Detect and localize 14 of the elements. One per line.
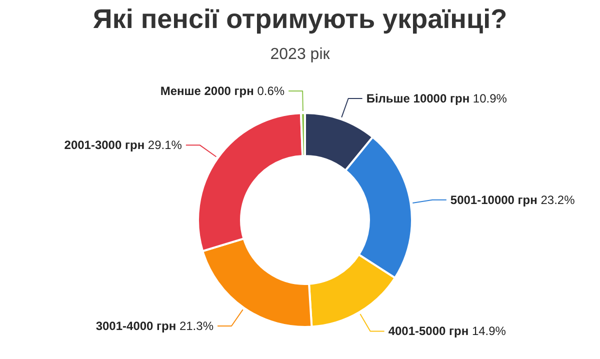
data-label: 10.9%: [470, 91, 508, 106]
slice-label: Більше 10000 грн: [366, 91, 470, 106]
slice-label: Менше 2000 грн: [160, 84, 254, 98]
data-label: 29.1%: [144, 138, 182, 152]
data-label: 23.2%: [537, 192, 576, 207]
chart-subtitle: 2023 рік: [269, 46, 331, 64]
chart-title: Які пенсії отримують українці?: [92, 4, 508, 35]
slice-label: 2001-3000 грн: [64, 138, 145, 152]
slice-label: 5001-10000 грн: [450, 192, 538, 207]
slice-label: 3001-4000 грн: [96, 319, 176, 334]
data-label: 21.3%: [176, 319, 214, 334]
data-label: 0.6%: [254, 84, 285, 98]
slice-label: 4001-5000 грн: [388, 324, 469, 338]
data-label: 14.9%: [468, 324, 506, 338]
